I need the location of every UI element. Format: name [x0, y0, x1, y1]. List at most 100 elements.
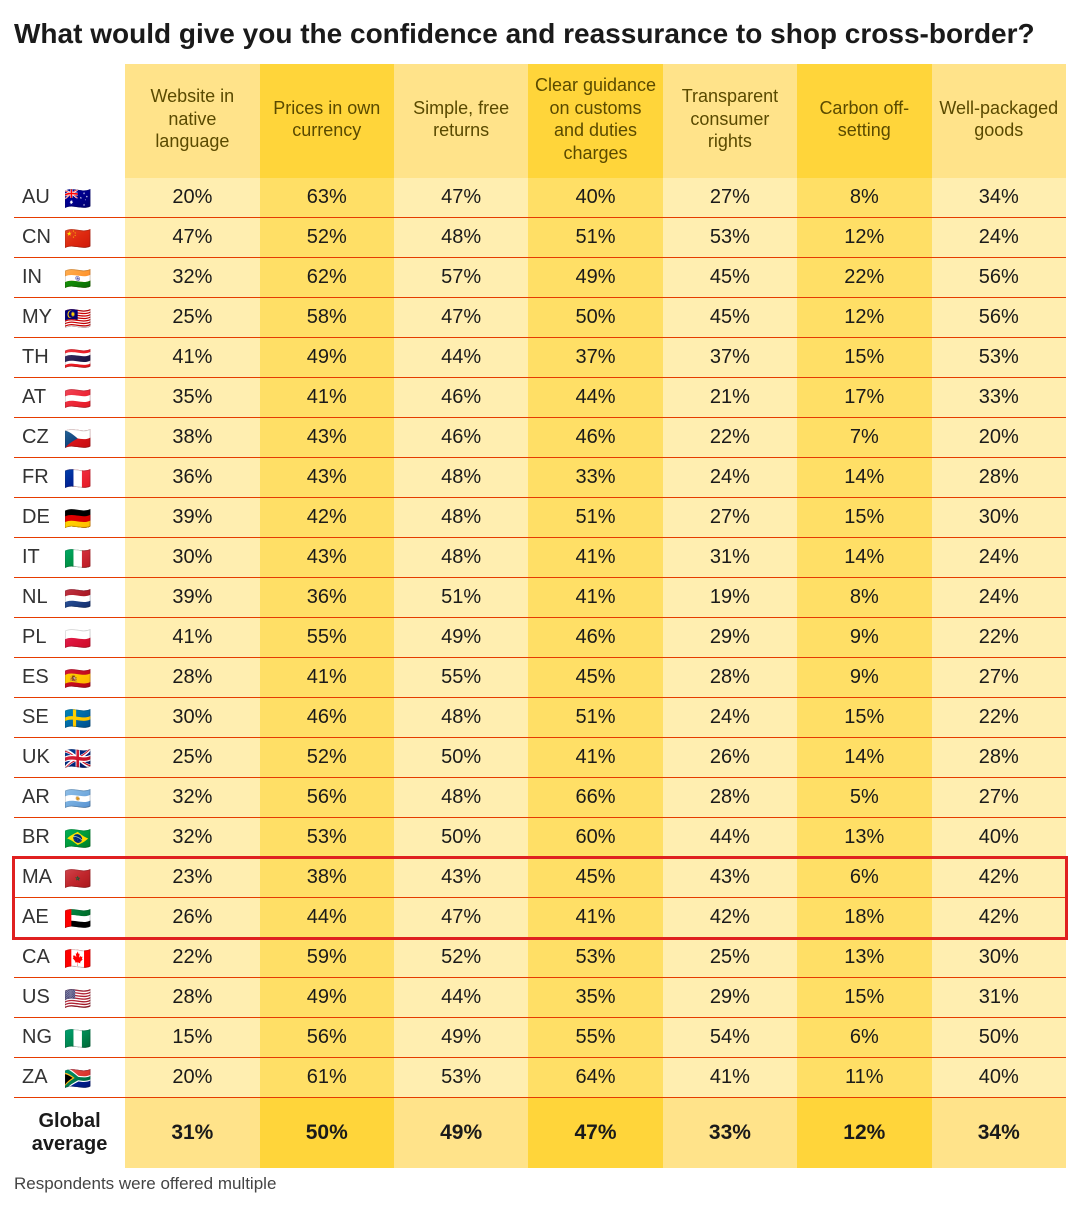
table-row: ES🇪🇸28%41%55%45%28%9%27% [14, 658, 1066, 698]
table-wrapper: Website in native languagePrices in own … [14, 64, 1066, 1168]
survey-table: Website in native languagePrices in own … [14, 64, 1066, 1168]
data-cell: 56% [932, 258, 1067, 298]
flag-icon: 🇺🇸 [64, 989, 94, 1009]
table-row: PL🇵🇱41%55%49%46%29%9%22% [14, 618, 1066, 658]
flag-icon: 🇲🇦 [64, 869, 94, 889]
data-cell: 48% [394, 778, 528, 818]
data-cell: 52% [394, 938, 528, 978]
data-cell: 5% [797, 778, 931, 818]
country-code: CA [22, 946, 56, 969]
global-average-cell: 33% [663, 1098, 797, 1169]
column-header: Website in native language [125, 64, 259, 178]
data-cell: 19% [663, 578, 797, 618]
country-cell: IT🇮🇹 [14, 538, 125, 578]
global-average-row: Globalaverage 31%50%49%47%33%12%34% [14, 1098, 1066, 1169]
data-cell: 39% [125, 578, 259, 618]
table-row: AR🇦🇷32%56%48%66%28%5%27% [14, 778, 1066, 818]
flag-icon: 🇨🇳 [64, 229, 94, 249]
data-cell: 13% [797, 818, 931, 858]
table-row: IT🇮🇹30%43%48%41%31%14%24% [14, 538, 1066, 578]
data-cell: 28% [125, 658, 259, 698]
data-cell: 38% [125, 418, 259, 458]
country-code: CZ [22, 426, 56, 449]
data-cell: 20% [125, 1058, 259, 1098]
data-cell: 51% [394, 578, 528, 618]
country-code: BR [22, 826, 56, 849]
data-cell: 41% [528, 578, 662, 618]
data-cell: 41% [528, 898, 662, 938]
country-cell: MY🇲🇾 [14, 298, 125, 338]
data-cell: 52% [260, 738, 394, 778]
country-code: NL [22, 586, 56, 609]
column-header: Carbon off-setting [797, 64, 931, 178]
country-cell: NG🇳🇬 [14, 1018, 125, 1058]
data-cell: 41% [260, 378, 394, 418]
flag-icon: 🇦🇷 [64, 789, 94, 809]
data-cell: 35% [528, 978, 662, 1018]
data-cell: 58% [260, 298, 394, 338]
data-cell: 40% [932, 1058, 1067, 1098]
country-cell: BR🇧🇷 [14, 818, 125, 858]
data-cell: 61% [260, 1058, 394, 1098]
data-cell: 44% [394, 978, 528, 1018]
data-cell: 20% [932, 418, 1067, 458]
table-row: CN🇨🇳47%52%48%51%53%12%24% [14, 218, 1066, 258]
data-cell: 15% [125, 1018, 259, 1058]
data-cell: 12% [797, 218, 931, 258]
data-cell: 48% [394, 538, 528, 578]
country-code: AR [22, 786, 56, 809]
table-row: AT🇦🇹35%41%46%44%21%17%33% [14, 378, 1066, 418]
country-code: AU [22, 186, 56, 209]
country-cell: IN🇮🇳 [14, 258, 125, 298]
data-cell: 41% [260, 658, 394, 698]
data-cell: 46% [394, 378, 528, 418]
data-cell: 7% [797, 418, 931, 458]
flag-icon: 🇲🇾 [64, 309, 94, 329]
data-cell: 37% [663, 338, 797, 378]
data-cell: 12% [797, 298, 931, 338]
data-cell: 25% [125, 298, 259, 338]
data-cell: 43% [260, 458, 394, 498]
data-cell: 24% [663, 698, 797, 738]
global-average-cell: 34% [932, 1098, 1067, 1169]
data-cell: 64% [528, 1058, 662, 1098]
country-cell: US🇺🇸 [14, 978, 125, 1018]
data-cell: 42% [260, 498, 394, 538]
data-cell: 22% [932, 698, 1067, 738]
flag-icon: 🇬🇧 [64, 749, 94, 769]
data-cell: 28% [663, 778, 797, 818]
country-cell: NL🇳🇱 [14, 578, 125, 618]
data-cell: 31% [663, 538, 797, 578]
data-cell: 41% [663, 1058, 797, 1098]
data-cell: 44% [394, 338, 528, 378]
table-row: AU🇦🇺20%63%47%40%27%8%34% [14, 178, 1066, 218]
data-cell: 55% [260, 618, 394, 658]
data-cell: 32% [125, 258, 259, 298]
flag-icon: 🇫🇷 [64, 469, 94, 489]
data-cell: 59% [260, 938, 394, 978]
data-cell: 18% [797, 898, 931, 938]
data-cell: 48% [394, 698, 528, 738]
data-cell: 49% [394, 618, 528, 658]
country-cell: SE🇸🇪 [14, 698, 125, 738]
data-cell: 43% [260, 418, 394, 458]
data-cell: 11% [797, 1058, 931, 1098]
data-cell: 63% [260, 178, 394, 218]
data-cell: 37% [528, 338, 662, 378]
flag-icon: 🇨🇿 [64, 429, 94, 449]
country-code: TH [22, 346, 56, 369]
table-row: AE🇦🇪26%44%47%41%42%18%42% [14, 898, 1066, 938]
flag-icon: 🇳🇬 [64, 1029, 94, 1049]
data-cell: 15% [797, 698, 931, 738]
table-row: FR🇫🇷36%43%48%33%24%14%28% [14, 458, 1066, 498]
data-cell: 33% [528, 458, 662, 498]
data-cell: 66% [528, 778, 662, 818]
data-cell: 35% [125, 378, 259, 418]
data-cell: 48% [394, 218, 528, 258]
data-cell: 22% [797, 258, 931, 298]
data-cell: 56% [260, 778, 394, 818]
data-cell: 15% [797, 498, 931, 538]
country-cell: ZA🇿🇦 [14, 1058, 125, 1098]
data-cell: 32% [125, 818, 259, 858]
data-cell: 53% [932, 338, 1067, 378]
